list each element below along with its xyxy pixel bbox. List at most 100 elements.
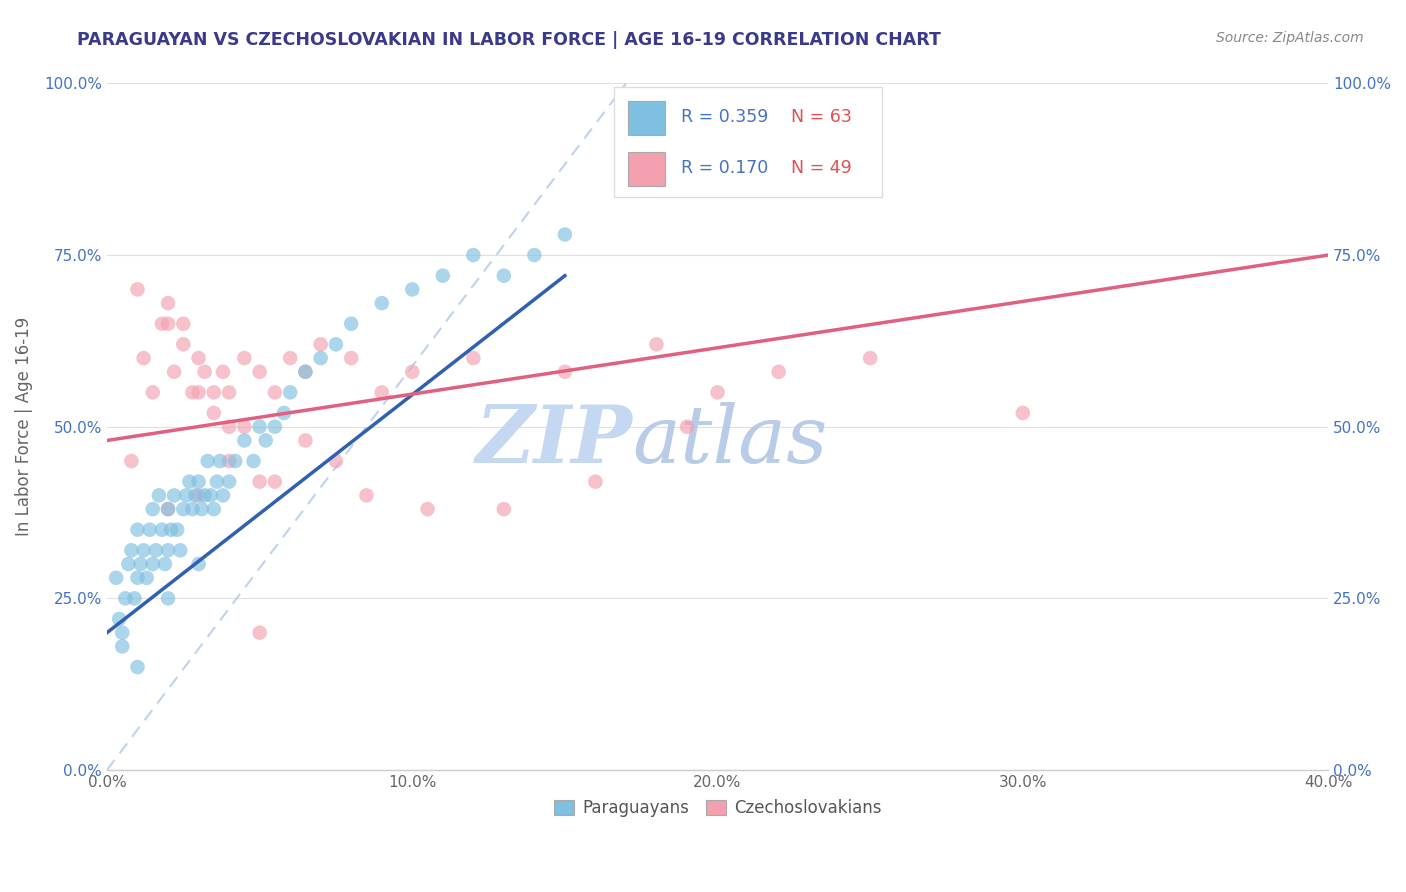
Point	[523, 248, 546, 262]
Point	[145, 543, 167, 558]
Point	[233, 351, 256, 365]
Text: N = 63: N = 63	[790, 108, 852, 126]
Point	[138, 523, 160, 537]
Point	[169, 543, 191, 558]
Point	[202, 502, 225, 516]
Point	[157, 591, 180, 606]
Point	[264, 419, 287, 434]
Text: Source: ZipAtlas.com: Source: ZipAtlas.com	[1216, 31, 1364, 45]
Point	[583, 475, 606, 489]
Point	[120, 543, 142, 558]
Point	[127, 282, 149, 296]
Point	[150, 523, 173, 537]
Point	[432, 268, 454, 283]
Point	[179, 475, 201, 489]
Point	[416, 502, 439, 516]
Point	[127, 660, 149, 674]
Point	[278, 351, 301, 365]
Point	[249, 475, 271, 489]
Point	[325, 454, 347, 468]
Point	[114, 591, 136, 606]
Point	[278, 385, 301, 400]
Point	[233, 434, 256, 448]
Point	[194, 488, 217, 502]
Point	[187, 557, 209, 571]
Point	[401, 282, 423, 296]
Point	[187, 351, 209, 365]
Point	[264, 385, 287, 400]
Point	[645, 337, 668, 351]
Point	[706, 385, 728, 400]
Point	[463, 248, 485, 262]
Point	[340, 317, 363, 331]
Point	[194, 365, 217, 379]
Point	[294, 365, 316, 379]
Point	[294, 434, 316, 448]
Point	[208, 454, 231, 468]
Point	[153, 557, 176, 571]
Point	[492, 268, 515, 283]
Point	[273, 406, 295, 420]
Point	[325, 337, 347, 351]
Point	[172, 502, 194, 516]
Point	[224, 454, 246, 468]
Text: N = 49: N = 49	[790, 159, 852, 177]
Point	[124, 591, 146, 606]
Point	[111, 625, 134, 640]
Point	[233, 419, 256, 434]
Point	[176, 488, 198, 502]
Point	[202, 406, 225, 420]
Y-axis label: In Labor Force | Age 16-19: In Labor Force | Age 16-19	[15, 317, 32, 536]
Point	[132, 543, 155, 558]
Point	[135, 571, 157, 585]
Point	[309, 337, 332, 351]
Point	[160, 523, 183, 537]
Point	[859, 351, 882, 365]
Point	[157, 317, 180, 331]
Point	[187, 385, 209, 400]
Point	[157, 502, 180, 516]
Point	[249, 365, 271, 379]
Point	[249, 625, 271, 640]
Text: atlas: atlas	[633, 401, 828, 479]
Point	[554, 365, 576, 379]
Point	[163, 365, 186, 379]
Point	[218, 419, 240, 434]
Point	[127, 523, 149, 537]
Point	[492, 502, 515, 516]
Point	[676, 419, 699, 434]
Text: ZIP: ZIP	[475, 401, 633, 479]
Point	[768, 365, 790, 379]
Point	[218, 454, 240, 468]
Point	[163, 488, 186, 502]
Point	[120, 454, 142, 468]
Text: R = 0.170: R = 0.170	[681, 159, 768, 177]
Point	[111, 640, 134, 654]
Legend: Paraguayans, Czechoslovakians: Paraguayans, Czechoslovakians	[547, 792, 889, 823]
Point	[187, 488, 209, 502]
FancyBboxPatch shape	[628, 153, 665, 186]
Point	[340, 351, 363, 365]
Point	[371, 385, 394, 400]
Text: R = 0.359: R = 0.359	[681, 108, 768, 126]
Point	[157, 502, 180, 516]
Point	[205, 475, 228, 489]
Point	[242, 454, 264, 468]
Point	[249, 419, 271, 434]
Point	[108, 612, 131, 626]
FancyBboxPatch shape	[614, 87, 883, 197]
Point	[463, 351, 485, 365]
Point	[197, 454, 219, 468]
Point	[157, 543, 180, 558]
Point	[264, 475, 287, 489]
Point	[142, 557, 165, 571]
Point	[172, 317, 194, 331]
Point	[1011, 406, 1033, 420]
Point	[190, 502, 212, 516]
Point	[184, 488, 207, 502]
Point	[218, 475, 240, 489]
Point	[117, 557, 139, 571]
Point	[218, 385, 240, 400]
Point	[132, 351, 155, 365]
Point	[309, 351, 332, 365]
